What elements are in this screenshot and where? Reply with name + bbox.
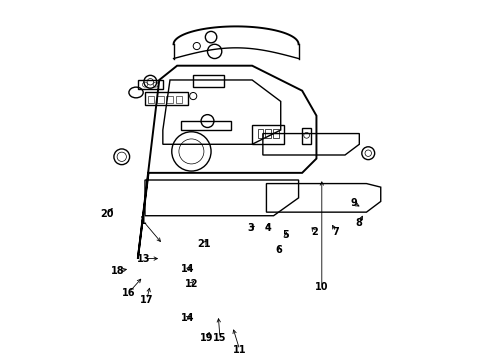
Text: 12: 12: [185, 279, 198, 289]
Text: 14: 14: [181, 312, 195, 323]
Bar: [148, 96, 154, 103]
Text: 1: 1: [140, 216, 147, 226]
Text: 15: 15: [213, 333, 227, 343]
Text: 20: 20: [101, 209, 114, 219]
Text: 19: 19: [199, 333, 213, 343]
Text: 10: 10: [315, 282, 329, 292]
Text: 16: 16: [122, 288, 136, 297]
Bar: [273, 129, 279, 138]
Text: 17: 17: [140, 295, 153, 305]
Bar: [157, 96, 164, 103]
Text: 11: 11: [233, 345, 246, 355]
Text: 7: 7: [333, 227, 340, 237]
Bar: [302, 128, 311, 144]
Bar: [176, 96, 182, 103]
Bar: [145, 93, 188, 105]
Bar: [138, 80, 163, 89]
Text: 6: 6: [275, 245, 282, 255]
Bar: [266, 129, 270, 138]
Bar: [252, 125, 284, 144]
Text: 4: 4: [265, 223, 271, 233]
Bar: [193, 75, 223, 87]
Bar: [258, 129, 263, 138]
Text: 21: 21: [197, 239, 211, 249]
Text: 18: 18: [111, 266, 125, 276]
Bar: [167, 96, 173, 103]
Text: 13: 13: [136, 253, 150, 264]
Text: 2: 2: [311, 227, 318, 237]
Text: 8: 8: [356, 218, 363, 228]
Text: 14: 14: [181, 264, 195, 274]
Text: 5: 5: [283, 230, 290, 240]
Text: 3: 3: [247, 223, 254, 233]
Text: 9: 9: [350, 198, 357, 208]
Bar: [181, 121, 231, 130]
